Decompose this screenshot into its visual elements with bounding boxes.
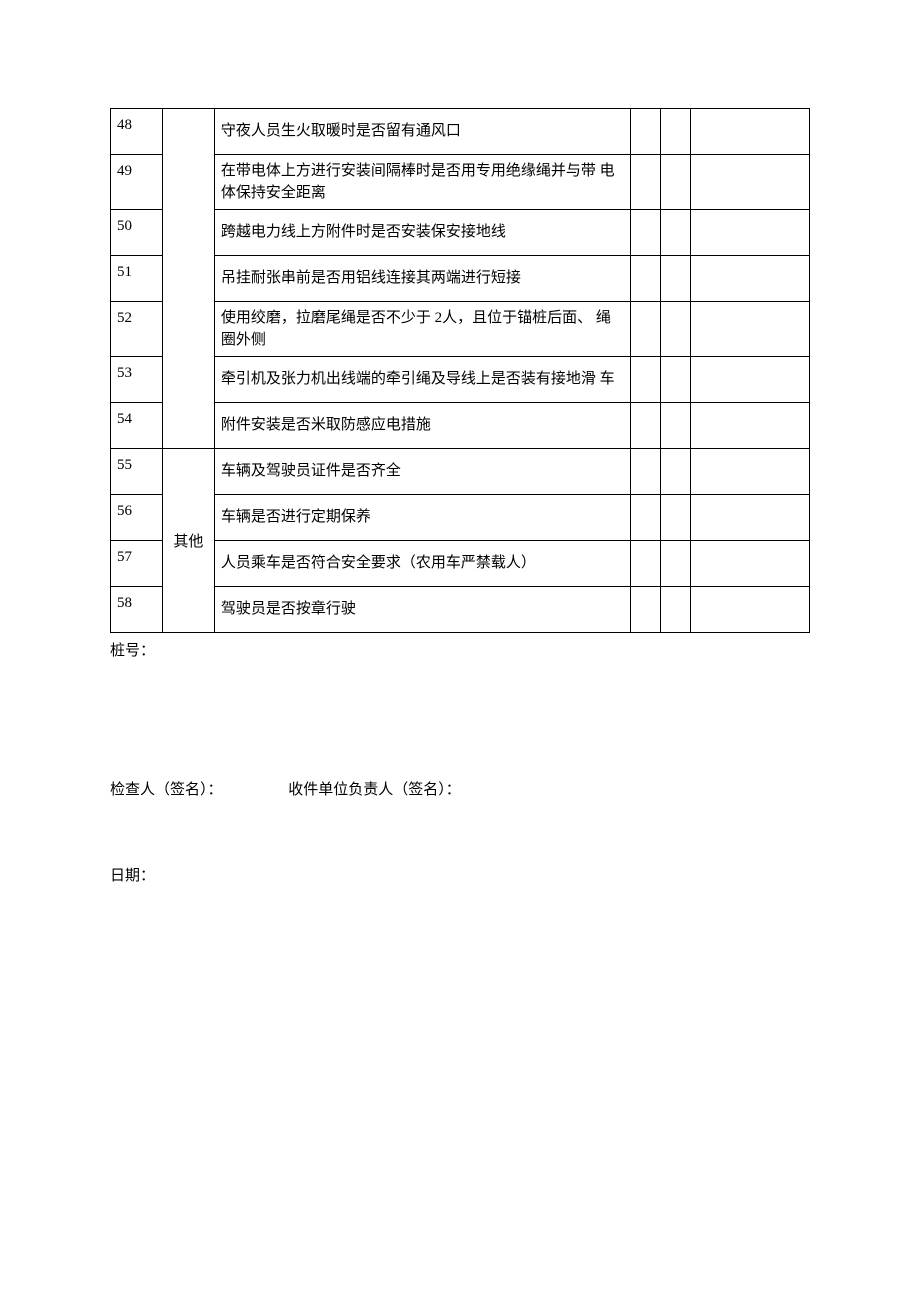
check-cell-2	[661, 210, 691, 256]
check-cell-1	[631, 495, 661, 541]
note-cell	[691, 302, 810, 357]
category-cell: 其他	[162, 449, 214, 633]
row-number: 51	[111, 256, 163, 302]
row-number: 49	[111, 155, 163, 210]
row-number: 56	[111, 495, 163, 541]
note-cell	[691, 403, 810, 449]
description-cell: 车辆是否进行定期保养	[214, 495, 630, 541]
description-cell: 驾驶员是否按章行驶	[214, 587, 630, 633]
category-cell	[162, 109, 214, 449]
document-page: 48 守夜人员生火取暖时是否留有通风口 49 在带电体上方进行安装间隔棒时是否用专用绝…	[0, 108, 920, 888]
check-cell-1	[631, 210, 661, 256]
table-row: 54 附件安装是否米取防感应电措施	[111, 403, 810, 449]
check-cell-2	[661, 155, 691, 210]
check-cell-2	[661, 256, 691, 302]
table-row: 50 跨越电力线上方附件时是否安装保安接地线	[111, 210, 810, 256]
check-cell-2	[661, 541, 691, 587]
note-cell	[691, 210, 810, 256]
row-number: 52	[111, 302, 163, 357]
inspector-signature-label: 检查人（签名）：	[110, 778, 223, 802]
check-cell-2	[661, 449, 691, 495]
description-cell: 车辆及驾驶员证件是否齐全	[214, 449, 630, 495]
check-cell-2	[661, 495, 691, 541]
table-row: 52 使用绞磨，拉磨尾绳是否不少于 2人，且位于锚桩后面、 绳圈外侧	[111, 302, 810, 357]
note-cell	[691, 357, 810, 403]
row-number: 53	[111, 357, 163, 403]
pile-number-label: 桩号：	[110, 639, 920, 663]
check-cell-2	[661, 403, 691, 449]
note-cell	[691, 155, 810, 210]
note-cell	[691, 256, 810, 302]
footer-section: 桩号： 检查人（签名）： 收件单位负责人（签名）： 日期：	[110, 639, 920, 888]
row-number: 48	[111, 109, 163, 155]
signature-line: 检查人（签名）： 收件单位负责人（签名）：	[110, 778, 920, 802]
check-cell-1	[631, 155, 661, 210]
description-cell: 跨越电力线上方附件时是否安装保安接地线	[214, 210, 630, 256]
table-row: 53 牵引机及张力机出线端的牵引绳及导线上是否装有接地滑 车	[111, 357, 810, 403]
row-number: 50	[111, 210, 163, 256]
check-cell-1	[631, 302, 661, 357]
description-cell: 附件安装是否米取防感应电措施	[214, 403, 630, 449]
note-cell	[691, 541, 810, 587]
table-row: 51 吊挂耐张串前是否用铝线连接其两端进行短接	[111, 256, 810, 302]
table-row: 49 在带电体上方进行安装间隔棒时是否用专用绝缘绳并与带 电体保持安全距离	[111, 155, 810, 210]
check-cell-1	[631, 357, 661, 403]
description-cell: 牵引机及张力机出线端的牵引绳及导线上是否装有接地滑 车	[214, 357, 630, 403]
check-cell-1	[631, 256, 661, 302]
description-cell: 守夜人员生火取暖时是否留有通风口	[214, 109, 630, 155]
date-label: 日期：	[110, 864, 920, 888]
recipient-signature-label: 收件单位负责人（签名）：	[288, 778, 461, 802]
inspection-table: 48 守夜人员生火取暖时是否留有通风口 49 在带电体上方进行安装间隔棒时是否用专用绝…	[110, 108, 810, 633]
table-row: 48 守夜人员生火取暖时是否留有通风口	[111, 109, 810, 155]
table-row: 57 人员乘车是否符合安全要求（农用车严禁载人）	[111, 541, 810, 587]
note-cell	[691, 109, 810, 155]
description-cell: 在带电体上方进行安装间隔棒时是否用专用绝缘绳并与带 电体保持安全距离	[214, 155, 630, 210]
check-cell-1	[631, 449, 661, 495]
row-number: 58	[111, 587, 163, 633]
check-cell-2	[661, 109, 691, 155]
row-number: 55	[111, 449, 163, 495]
note-cell	[691, 495, 810, 541]
description-cell: 使用绞磨，拉磨尾绳是否不少于 2人，且位于锚桩后面、 绳圈外侧	[214, 302, 630, 357]
table-row: 56 车辆是否进行定期保养	[111, 495, 810, 541]
row-number: 57	[111, 541, 163, 587]
check-cell-1	[631, 109, 661, 155]
check-cell-2	[661, 357, 691, 403]
check-cell-1	[631, 587, 661, 633]
note-cell	[691, 587, 810, 633]
check-cell-1	[631, 541, 661, 587]
table-row: 58 驾驶员是否按章行驶	[111, 587, 810, 633]
check-cell-1	[631, 403, 661, 449]
table-row: 55其他车辆及驾驶员证件是否齐全	[111, 449, 810, 495]
description-cell: 人员乘车是否符合安全要求（农用车严禁载人）	[214, 541, 630, 587]
description-cell: 吊挂耐张串前是否用铝线连接其两端进行短接	[214, 256, 630, 302]
check-cell-2	[661, 302, 691, 357]
check-cell-2	[661, 587, 691, 633]
note-cell	[691, 449, 810, 495]
row-number: 54	[111, 403, 163, 449]
